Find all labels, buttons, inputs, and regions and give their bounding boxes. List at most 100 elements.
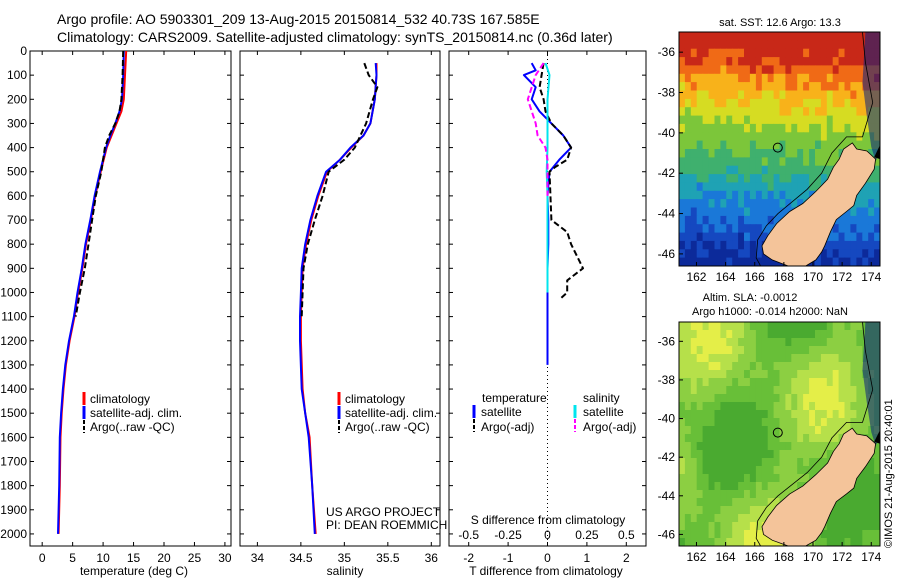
map-cell bbox=[809, 402, 816, 411]
map-cell bbox=[803, 98, 810, 108]
map-cell bbox=[690, 530, 698, 539]
map-cell bbox=[738, 346, 745, 355]
map-cell bbox=[773, 370, 781, 379]
map-cell bbox=[714, 57, 721, 67]
map-cell bbox=[779, 82, 786, 92]
map-cell bbox=[856, 249, 863, 259]
x-tick-label: 2 bbox=[623, 551, 630, 565]
map-cell bbox=[714, 386, 721, 395]
map-cell bbox=[850, 48, 857, 58]
map-cell bbox=[708, 224, 716, 234]
map-cell bbox=[761, 140, 769, 150]
map-cell bbox=[868, 530, 875, 539]
map-cell bbox=[708, 90, 716, 100]
map-cell bbox=[815, 442, 822, 451]
y-tick-label: 700 bbox=[7, 213, 27, 227]
map-cell bbox=[809, 322, 816, 331]
map-cell bbox=[850, 514, 857, 523]
map-cell bbox=[838, 132, 846, 142]
map-cell bbox=[820, 48, 828, 58]
map-cell bbox=[862, 538, 869, 546]
map-cell bbox=[856, 107, 863, 117]
x-tick-label: 10 bbox=[96, 551, 110, 565]
map-cell bbox=[732, 322, 739, 331]
map-cell bbox=[820, 402, 828, 411]
legend-label-t-satellite: satellite bbox=[481, 405, 522, 419]
map-cell bbox=[679, 82, 686, 92]
map-cell bbox=[761, 402, 769, 411]
map-cell bbox=[708, 522, 716, 531]
map-cell bbox=[720, 82, 727, 92]
map-cell bbox=[767, 224, 775, 234]
map-cell bbox=[779, 482, 786, 491]
map-cell bbox=[761, 426, 769, 435]
map-cell bbox=[785, 65, 792, 75]
map-cell bbox=[696, 418, 704, 427]
map-cell bbox=[708, 330, 716, 339]
map-cell bbox=[702, 530, 710, 539]
map-cell bbox=[773, 378, 781, 387]
map-cell bbox=[803, 32, 810, 41]
map-cell bbox=[696, 107, 704, 117]
map-cell bbox=[767, 257, 775, 266]
map-cell bbox=[809, 140, 816, 150]
map-cell bbox=[684, 65, 692, 75]
lat-tick-label: -38 bbox=[658, 373, 676, 387]
map-cell bbox=[690, 115, 698, 125]
map-cell bbox=[749, 458, 757, 467]
map-cell bbox=[679, 199, 686, 209]
map-cell bbox=[720, 466, 727, 475]
map-cell bbox=[826, 450, 834, 459]
map-cell bbox=[744, 224, 751, 234]
map-cell bbox=[749, 410, 757, 419]
map-cell bbox=[820, 65, 828, 75]
map-cell bbox=[761, 123, 769, 133]
map-cell bbox=[850, 394, 857, 403]
map-cell bbox=[844, 394, 851, 403]
map-cell bbox=[708, 123, 716, 133]
y-tick-label: 1000 bbox=[0, 285, 27, 299]
map-cell bbox=[874, 215, 880, 225]
map-cell bbox=[679, 90, 686, 100]
map-cell bbox=[726, 115, 733, 125]
map-cell bbox=[844, 370, 851, 379]
map-cell bbox=[761, 73, 769, 83]
map-cell bbox=[738, 149, 745, 158]
map-cell bbox=[874, 522, 880, 531]
map-cell bbox=[690, 48, 698, 58]
y-tick-label: 1900 bbox=[0, 503, 27, 517]
map-cell bbox=[738, 182, 745, 192]
map-cell bbox=[779, 157, 786, 167]
map-cell bbox=[803, 165, 810, 175]
map-cell bbox=[708, 165, 716, 175]
map-cell bbox=[868, 240, 875, 250]
map-cell bbox=[803, 57, 810, 67]
map-cell bbox=[856, 140, 863, 150]
map-cell bbox=[684, 322, 692, 331]
map-cell bbox=[720, 107, 727, 117]
map-cell bbox=[803, 426, 810, 435]
map-cell bbox=[744, 522, 751, 531]
map-cell bbox=[732, 182, 739, 192]
map-cell bbox=[791, 378, 798, 387]
map-cell bbox=[826, 123, 834, 133]
map-cell bbox=[714, 123, 721, 133]
map-cell bbox=[720, 57, 727, 67]
map-cell bbox=[761, 434, 769, 443]
map-cell bbox=[732, 466, 739, 475]
map-cell bbox=[844, 522, 851, 531]
project-annotation-line2: PI: DEAN ROEMMICH bbox=[326, 518, 447, 532]
map-cell bbox=[791, 65, 798, 75]
map-cell bbox=[726, 346, 733, 355]
map-cell bbox=[749, 394, 757, 403]
series-line-satellite-adj-clim- bbox=[299, 63, 378, 534]
y-tick-label: 600 bbox=[7, 189, 27, 203]
map-cell bbox=[726, 123, 733, 133]
map-cell bbox=[838, 224, 846, 234]
map-cell bbox=[696, 458, 704, 467]
map-cell bbox=[868, 490, 875, 499]
map-cell bbox=[732, 506, 739, 515]
map-cell bbox=[690, 426, 698, 435]
map-cell bbox=[684, 330, 692, 339]
map-cell bbox=[690, 232, 698, 242]
